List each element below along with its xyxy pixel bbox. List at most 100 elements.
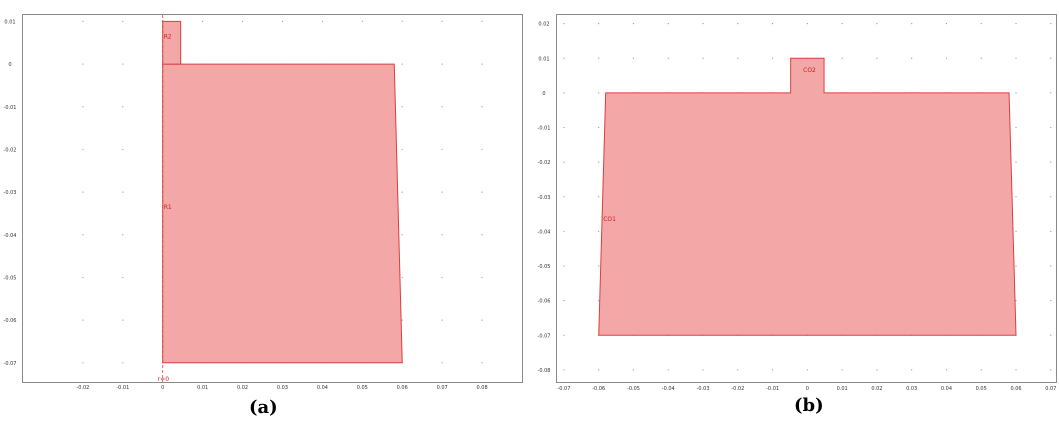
grid-dot [361, 20, 363, 23]
x-tick-label: -0.05 [627, 386, 640, 392]
grid-dot [481, 106, 483, 108]
grid-dot [441, 106, 443, 108]
y-tick-label: -0.07 [4, 361, 17, 367]
shape-r1 [162, 63, 403, 364]
x-tick-label: 0.07 [437, 385, 448, 391]
axis-marker-label: r=0 [158, 376, 169, 383]
grid-dot [441, 63, 443, 65]
shape-co1 [598, 57, 1017, 336]
x-tick-label: -0.07 [557, 386, 570, 392]
grid-dot [401, 63, 403, 65]
grid-dot [911, 23, 913, 25]
grid-dot [598, 23, 600, 25]
grid-dot [441, 319, 443, 321]
grid-dot [122, 276, 124, 279]
grid-dot [911, 369, 913, 371]
grid-dot [441, 276, 443, 279]
caption-b: (b) [794, 395, 824, 416]
grid-dot [1050, 334, 1052, 336]
grid-dot [598, 57, 600, 59]
x-tick-label: -0.02 [731, 386, 744, 392]
grid-dot [122, 234, 124, 236]
grid-dot [598, 161, 600, 163]
shape-label-co1: CO1 [603, 216, 616, 223]
grid-dot [122, 148, 124, 151]
grid-dot [82, 319, 84, 321]
grid-dot [667, 57, 669, 59]
x-tick-label: 0.02 [871, 386, 882, 392]
grid-dot [702, 57, 704, 59]
grid-dot [321, 20, 323, 23]
grid-dot [563, 161, 565, 163]
grid-dot [1015, 161, 1017, 163]
grid-dot [841, 369, 843, 371]
grid-dot [441, 234, 443, 236]
grid-dot [241, 20, 244, 23]
grid-dot [806, 369, 808, 371]
grid-dot [481, 191, 483, 193]
grid-dot [401, 191, 403, 193]
grid-dot [401, 20, 403, 23]
grid-dot [401, 148, 403, 151]
grid-dot [771, 23, 774, 25]
grid-dot [563, 126, 565, 129]
x-tick-label: 0.02 [237, 385, 248, 391]
grid-dot [122, 106, 124, 108]
grid-dot [563, 57, 565, 59]
grid-dot [441, 148, 443, 151]
x-tick-label: -0.03 [697, 386, 710, 392]
grid-dot [82, 191, 84, 193]
grid-dot [598, 369, 600, 371]
grid-dot [1050, 126, 1052, 129]
grid-dot [1015, 265, 1017, 267]
x-tick-label: 0.04 [941, 386, 952, 392]
panel-b-plot: -0.07 -0.06 -0.05 -0.04 -0.03 -0.02 -0.01 0 0.01… [538, 14, 1057, 392]
x-tick-label: -0.02 [76, 385, 89, 391]
y-tick-label: -0.03 [4, 190, 17, 196]
grid-dot [202, 20, 204, 23]
grid-dot [441, 362, 443, 364]
grid-dot [563, 92, 565, 94]
grid-dot [1015, 57, 1017, 59]
grid-dot [1050, 230, 1052, 232]
grid-dot [876, 369, 878, 371]
y-tick-label: -0.06 [4, 318, 17, 324]
grid-dot [1015, 196, 1017, 198]
grid-dot [481, 20, 483, 23]
grid-dot [1050, 196, 1052, 198]
grid-dot [82, 106, 84, 108]
grid-dot [122, 20, 124, 23]
x-tick-label: 0 [161, 385, 164, 391]
grid-dot [945, 23, 948, 25]
y-tick-label: 0.01 [538, 56, 549, 62]
x-tick-label: -0.04 [662, 386, 675, 392]
grid-dot [632, 369, 635, 371]
grid-dot [841, 23, 843, 25]
x-tick-label: 0.06 [1010, 386, 1021, 392]
grid-dot [598, 265, 600, 267]
grid-dot [598, 196, 600, 198]
x-tick-label: 0.05 [357, 385, 368, 391]
x-tick-label: 0.07 [1045, 386, 1056, 392]
grid-dot [122, 63, 124, 65]
grid-dot [598, 300, 600, 302]
shape-label-r1: R1 [164, 204, 172, 211]
grid-dot [980, 369, 982, 371]
y-tick-label: -0.08 [538, 368, 551, 374]
y-tick-label: -0.06 [538, 299, 551, 305]
grid-dot [563, 300, 565, 302]
grid-dot [563, 334, 565, 336]
grid-dot [598, 230, 600, 232]
x-tick-label: 0.01 [197, 385, 208, 391]
grid-dot [122, 362, 124, 364]
y-tick-label: -0.05 [4, 275, 17, 281]
panel-a-plot: -0.02 -0.01 0 0.01 0.02 0.03 0.04 0.05 0.06 0.07 0… [4, 14, 523, 391]
grid-dot [563, 369, 565, 371]
grid-dot [841, 57, 843, 59]
grid-dot [122, 319, 124, 321]
grid-dot [632, 57, 635, 59]
grid-dot [122, 191, 124, 193]
grid-dot [667, 23, 669, 25]
grid-dot [598, 126, 600, 129]
grid-dot [737, 57, 739, 59]
